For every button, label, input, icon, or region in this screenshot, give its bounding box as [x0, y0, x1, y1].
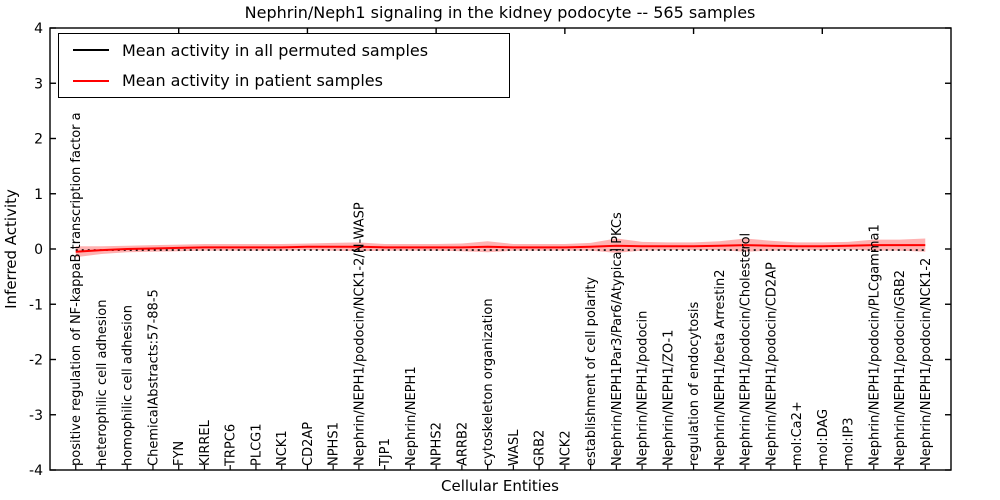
x-tick-label: ChemicalAbstracts:57-88-5 [146, 289, 161, 466]
x-tick-label: Nephrin/NEPH1/podocin [636, 311, 651, 466]
chart-title: Nephrin/Neph1 signaling in the kidney po… [244, 3, 756, 22]
patient-line-swatch [73, 79, 109, 82]
x-tick-label: Nephrin/NEPH1/podocin/PLCgamma1 [867, 224, 882, 466]
legend-box: Mean activity in all permuted samples Me… [58, 33, 510, 98]
y-axis-label: Inferred Activity [2, 189, 20, 309]
x-tick-label: Nephrin/NEPH1/beta Arrestin2 [713, 270, 728, 467]
x-axis-label: Cellular Entities [441, 477, 559, 495]
x-tick-label: NCK2 [558, 430, 573, 466]
x-tick-label: PLCG1 [249, 423, 264, 466]
x-tick-label: cytoskeleton organization [481, 298, 496, 466]
y-tick-label: 0 [34, 242, 43, 258]
x-tick-label: Nephrin/NEPH1/podocin/NCK1-2 [919, 258, 934, 466]
y-tick-label: 2 [34, 132, 43, 148]
legend-label-permuted: Mean activity in all permuted samples [122, 40, 429, 60]
x-tick-label: Nephrin/NEPH1/podocin/GRB2 [893, 270, 908, 466]
y-tick-label: 4 [34, 21, 43, 37]
x-tick-label: Nephrin/NEPH1 [404, 366, 419, 466]
y-tick-label: -1 [29, 297, 43, 313]
x-tick-label: FYN [172, 441, 187, 466]
x-tick-label: establishment of cell polarity [584, 277, 599, 466]
legend-label-patient: Mean activity in patient samples [122, 71, 383, 91]
x-tick-label: NPHS2 [430, 422, 445, 466]
x-tick-label: Nephrin/NEPH1/podocin/CD2AP [764, 262, 779, 466]
y-tick-label: 3 [34, 76, 43, 92]
patient-mean-line [75, 244, 926, 253]
x-tick-label: NPHS1 [327, 422, 342, 466]
x-tick-label: ARRB2 [455, 422, 470, 466]
x-tick-label: Nephrin/NEPH1/podocin/Cholesterol [739, 233, 754, 466]
x-tick-label: NCK1 [275, 430, 290, 466]
x-tick-label: TRPC6 [224, 424, 239, 467]
x-tick-label: WASL [507, 429, 522, 466]
x-tick-label: CD2AP [301, 422, 316, 466]
x-tick-label: Nephrin/NEPH1/podocin/NCK1-2/N-WASP [352, 202, 367, 466]
x-tick-label: regulation of endocytosis [687, 301, 702, 466]
x-tick-label: Nephrin/NEPH1/ZO-1 [661, 330, 676, 466]
x-tick-label: mol:IP3 [842, 417, 857, 466]
y-tick-label: -3 [29, 408, 43, 424]
permuted-line-swatch [73, 49, 109, 52]
legend-entry-permuted: Mean activity in all permuted samples [59, 36, 509, 64]
x-tick-label: mol:DAG [816, 409, 831, 466]
x-tick-label: homophilic cell adhesion [121, 305, 136, 466]
y-tick-label: 1 [34, 187, 43, 203]
x-tick-label: TJP1 [378, 438, 393, 467]
x-tick-label: Nephrin/NEPH1Par3/Par6/Atypical PKCs [610, 212, 625, 466]
legend-entry-patient: Mean activity in patient samples [59, 67, 509, 95]
x-tick-label: heterophilic cell adhesion [95, 300, 110, 467]
x-tick-label: GRB2 [533, 430, 548, 466]
y-tick-label: -4 [29, 463, 43, 479]
x-tick-label: mol:Ca2+ [790, 401, 805, 466]
x-tick-label: KIRREL [198, 419, 213, 466]
y-tick-label: -2 [29, 353, 43, 369]
x-tick-label: positive regulation of NF-kappaB transcr… [69, 112, 84, 466]
